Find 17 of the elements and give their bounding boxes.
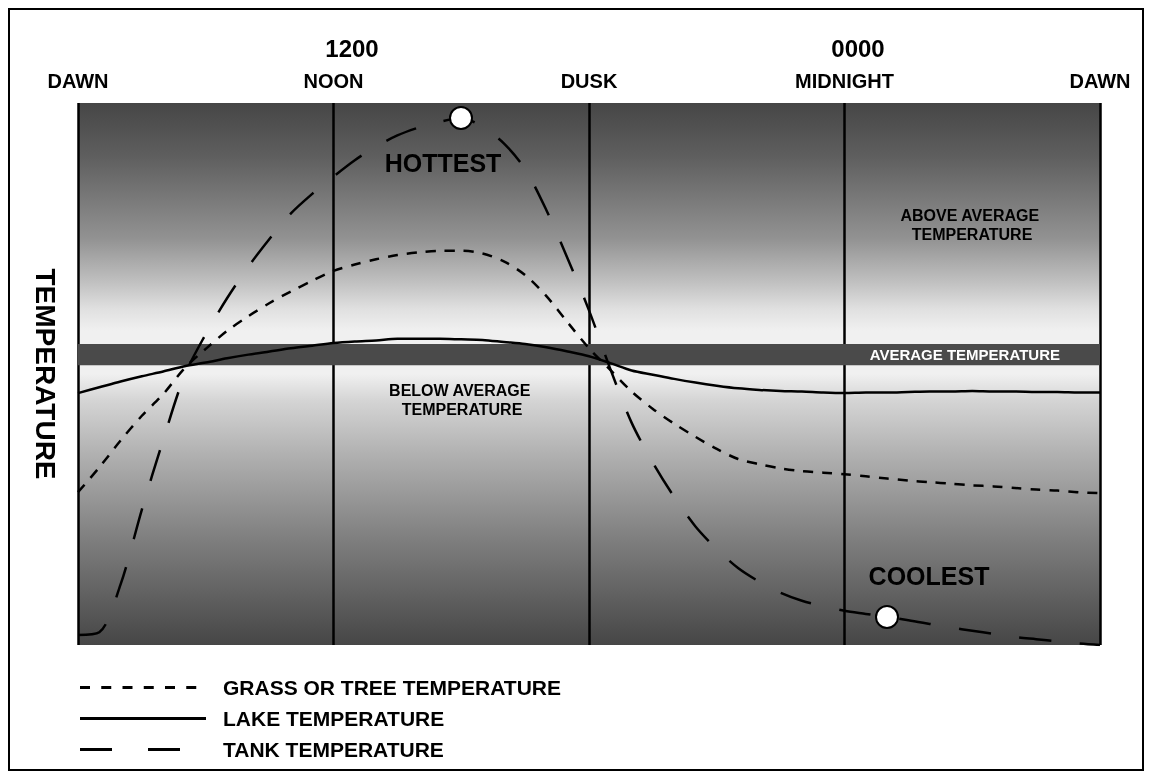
text: 0000 (831, 34, 885, 62)
text: TEMPERATURE (29, 268, 61, 480)
y-axis-title: TEMPERATURE (911, 226, 1033, 243)
text: 1200 (325, 34, 379, 62)
x-tick-label: NOON (303, 70, 364, 92)
x-tick-label: MIDNIGHT (795, 70, 894, 92)
x-tick-label: DAWN (47, 70, 109, 92)
x-tick-label: DAWN (1069, 70, 1131, 92)
text: ABOVE AVERAGE (900, 207, 1040, 224)
annotation: COOLEST (868, 562, 990, 590)
annotation: HOTTEST (384, 149, 502, 177)
legend-label: GRASS OR TREE TEMPERATURE (223, 676, 561, 699)
legend-label: TANK TEMPERATURE (223, 738, 444, 761)
annotation: BELOW AVERAGE TEMPERATURE (389, 382, 535, 418)
legend-label: LAKE TEMPERATURE (223, 707, 445, 730)
band-label: AVERAGE TEMPERATURE (869, 346, 1060, 364)
x-tick-label: DUSK (560, 70, 618, 92)
